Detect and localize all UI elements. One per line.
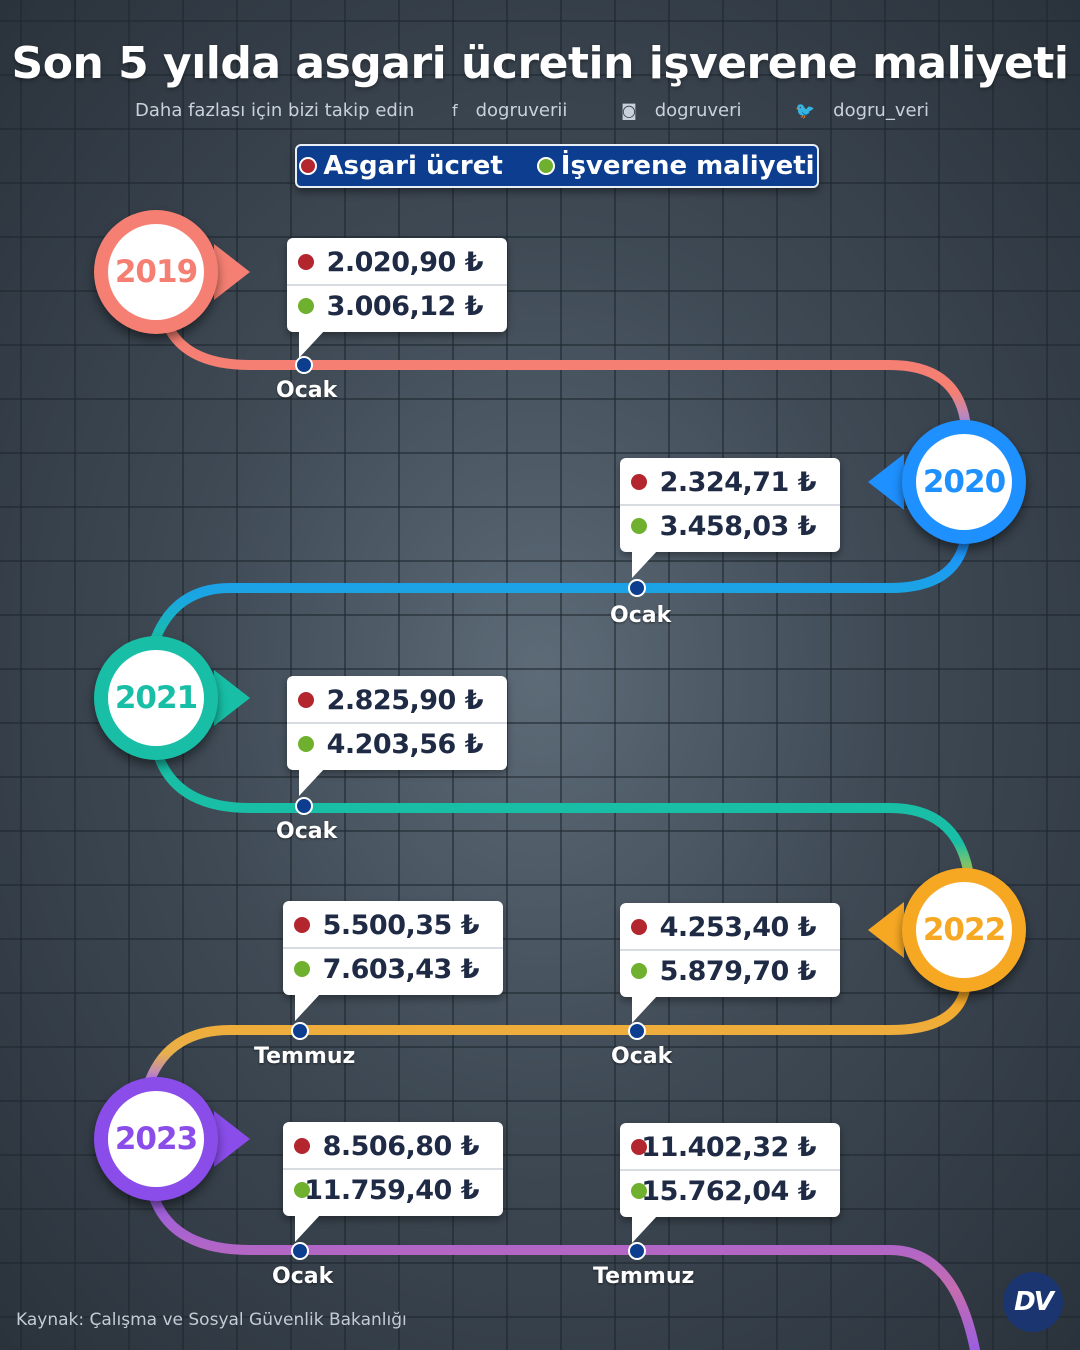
arrow-left-icon bbox=[868, 902, 904, 958]
year-label: 2022 bbox=[916, 882, 1012, 978]
minimum-wage-value: 2.324,71 ₺ bbox=[659, 466, 817, 498]
track-segment-2021 bbox=[155, 755, 973, 875]
month-label: Temmuz bbox=[254, 1044, 356, 1069]
value-card-2021-ocak: 2.825,90 ₺ 4.203,56 ₺ bbox=[287, 676, 507, 796]
month-label: Temmuz bbox=[593, 1264, 695, 1289]
legend-item-minimum-wage: Asgari ücret bbox=[299, 151, 503, 181]
employer-cost-value: 7.603,43 ₺ bbox=[322, 953, 480, 985]
timeline-node bbox=[291, 1242, 309, 1260]
facebook-icon: f bbox=[451, 101, 458, 120]
year-badge-2019: 2019 bbox=[94, 210, 250, 334]
red-dot-icon bbox=[298, 254, 314, 270]
month-label: Ocak bbox=[610, 603, 672, 628]
value-card-2020-ocak: 2.324,71 ₺ 3.458,03 ₺ bbox=[620, 458, 840, 578]
red-dot-icon bbox=[294, 917, 310, 933]
red-dot-icon bbox=[299, 157, 318, 175]
value-card-2019-ocak: 2.020,90 ₺ 3.006,12 ₺ bbox=[287, 238, 507, 358]
instagram-link[interactable]: ◙ dogruveri bbox=[621, 100, 757, 121]
green-dot-icon bbox=[294, 961, 310, 977]
track-segment-2023 bbox=[150, 1195, 980, 1350]
arrow-left-icon bbox=[868, 454, 904, 510]
employer-cost-value: 15.762,04 ₺ bbox=[641, 1175, 816, 1207]
green-dot-icon bbox=[298, 298, 314, 314]
facebook-handle: dogruverii bbox=[475, 100, 568, 121]
follow-text: Daha fazlası için bizi takip edin bbox=[135, 100, 415, 121]
year-label: 2020 bbox=[916, 434, 1012, 530]
year-badge-2022: 2022 bbox=[868, 868, 1026, 992]
legend-label-minimum-wage: Asgari ücret bbox=[323, 151, 503, 181]
green-dot-icon bbox=[631, 1183, 647, 1199]
year-label: 2023 bbox=[108, 1091, 204, 1187]
timeline-node bbox=[295, 356, 313, 374]
employer-cost-value: 5.879,70 ₺ bbox=[659, 955, 817, 987]
year-label: 2019 bbox=[108, 224, 204, 320]
year-label: 2021 bbox=[108, 650, 204, 746]
timeline-node bbox=[628, 1022, 646, 1040]
twitter-icon: 🐦 bbox=[795, 101, 816, 120]
instagram-handle: dogruveri bbox=[654, 100, 742, 121]
facebook-link[interactable]: f dogruverii bbox=[452, 100, 583, 121]
month-label: Ocak bbox=[276, 819, 338, 844]
legend-label-employer-cost: İşverene maliyeti bbox=[560, 151, 815, 181]
month-label: Ocak bbox=[272, 1264, 334, 1289]
employer-cost-value: 3.458,03 ₺ bbox=[659, 510, 817, 542]
value-card-2022-temmuz: 5.500,35 ₺ 7.603,43 ₺ bbox=[283, 901, 503, 1021]
legend: Asgari ücret İşverene maliyeti bbox=[295, 144, 819, 188]
track-segment-2019 bbox=[165, 325, 970, 425]
minimum-wage-value: 4.253,40 ₺ bbox=[659, 911, 817, 943]
value-card-2022-ocak: 4.253,40 ₺ 5.879,70 ₺ bbox=[620, 903, 840, 1023]
arrow-right-icon bbox=[214, 670, 250, 726]
employer-cost-value: 3.006,12 ₺ bbox=[326, 290, 484, 322]
track-segment-2020 bbox=[150, 535, 970, 645]
red-dot-icon bbox=[631, 919, 647, 935]
red-dot-icon bbox=[631, 474, 647, 490]
year-badge-2023: 2023 bbox=[94, 1077, 250, 1201]
year-badge-2020: 2020 bbox=[868, 420, 1026, 544]
instagram-icon: ◙ bbox=[621, 101, 637, 120]
green-dot-icon bbox=[631, 518, 647, 534]
timeline-node bbox=[295, 797, 313, 815]
red-dot-icon bbox=[631, 1139, 647, 1155]
timeline-node bbox=[628, 579, 646, 597]
minimum-wage-value: 2.825,90 ₺ bbox=[326, 684, 484, 716]
value-card-2023-temmuz: 11.402,32 ₺ 15.762,04 ₺ bbox=[620, 1123, 840, 1243]
twitter-link[interactable]: 🐦 dogru_veri bbox=[795, 100, 945, 121]
red-dot-icon bbox=[298, 692, 314, 708]
red-dot-icon bbox=[294, 1138, 310, 1154]
employer-cost-value: 11.759,40 ₺ bbox=[304, 1174, 479, 1206]
month-label: Ocak bbox=[276, 378, 338, 403]
value-card-2023-ocak: 8.506,80 ₺ 11.759,40 ₺ bbox=[283, 1122, 503, 1242]
month-label: Ocak bbox=[611, 1044, 673, 1069]
legend-item-employer-cost: İşverene maliyeti bbox=[536, 151, 815, 181]
track-segment-2022 bbox=[145, 985, 970, 1085]
brand-logo: DV bbox=[1003, 1272, 1063, 1332]
arrow-right-icon bbox=[214, 1111, 250, 1167]
arrow-right-icon bbox=[214, 244, 250, 300]
timeline-node bbox=[628, 1242, 646, 1260]
employer-cost-value: 4.203,56 ₺ bbox=[326, 728, 484, 760]
green-dot-icon bbox=[294, 1182, 310, 1198]
social-bar: Daha fazlası için bizi takip edin f dogru… bbox=[0, 100, 1080, 121]
twitter-handle: dogru_veri bbox=[833, 100, 929, 121]
year-badge-2021: 2021 bbox=[94, 636, 250, 760]
minimum-wage-value: 2.020,90 ₺ bbox=[326, 246, 484, 278]
timeline-node bbox=[291, 1022, 309, 1040]
green-dot-icon bbox=[631, 963, 647, 979]
page-title: Son 5 yılda asgari ücretin işverene mali… bbox=[11, 38, 1069, 89]
source-note: Kaynak: Çalışma ve Sosyal Güvenlik Bakan… bbox=[16, 1310, 407, 1330]
green-dot-icon bbox=[298, 736, 314, 752]
minimum-wage-value: 8.506,80 ₺ bbox=[322, 1130, 480, 1162]
minimum-wage-value: 5.500,35 ₺ bbox=[322, 909, 480, 941]
minimum-wage-value: 11.402,32 ₺ bbox=[641, 1131, 816, 1163]
green-dot-icon bbox=[536, 157, 555, 175]
